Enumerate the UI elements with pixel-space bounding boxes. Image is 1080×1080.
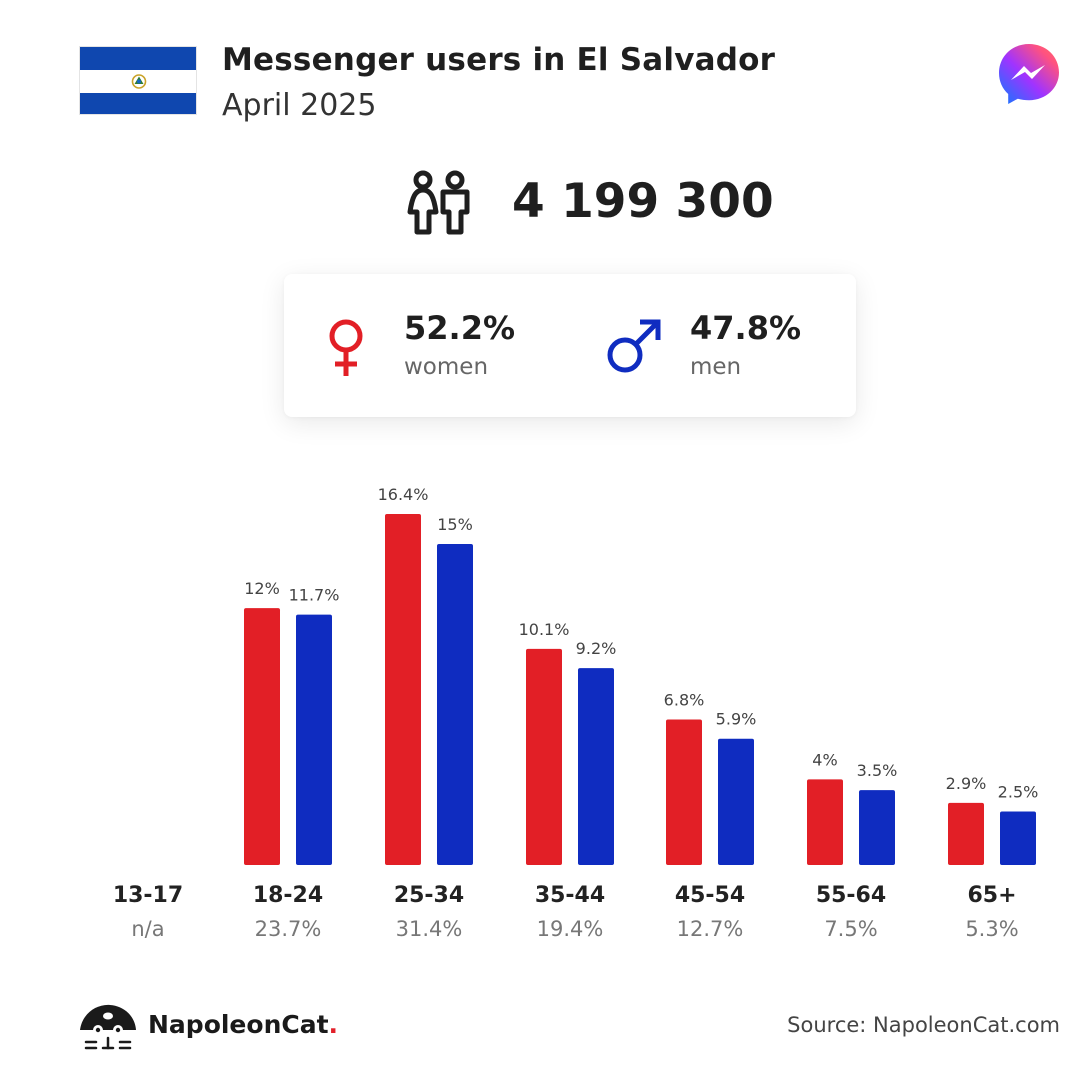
napoleoncat-logo-icon xyxy=(78,1000,138,1052)
bar-women-18-24 xyxy=(244,608,280,865)
bar-men-25-34 xyxy=(437,543,473,865)
el-salvador-flag xyxy=(79,46,197,115)
age-group-share: 23.7% xyxy=(254,917,322,941)
total-users-row: 4 199 300 xyxy=(0,168,1080,238)
data-label-women-45-54: 6.8% xyxy=(664,690,705,709)
age-group-share: n/a xyxy=(131,917,165,941)
data-label-men-18-24: 11.7% xyxy=(289,586,340,605)
age-group-share: 19.4% xyxy=(536,917,604,941)
bar-men-18-24 xyxy=(296,614,332,865)
age-group-share: 31.4% xyxy=(395,917,463,941)
bar-men-55-64 xyxy=(859,790,895,865)
men-percent: 47.8% xyxy=(690,309,802,347)
page-subtitle: April 2025 xyxy=(222,88,377,123)
bar-men-65+ xyxy=(1000,811,1036,865)
age-group-share: 5.3% xyxy=(965,917,1019,941)
data-label-women-35-44: 10.1% xyxy=(519,620,570,639)
total-users-value: 4 199 300 xyxy=(512,174,774,229)
age-group-label: 65+ xyxy=(967,883,1017,908)
bar-women-55-64 xyxy=(807,779,843,865)
brand-name: NapoleonCat. xyxy=(148,1010,338,1039)
age-group-label: 13-17 xyxy=(112,883,184,908)
brand-dot: . xyxy=(328,1010,339,1039)
data-label-men-45-54: 5.9% xyxy=(716,710,757,729)
age-group-label: 25-34 xyxy=(393,883,465,908)
age-group-label: 18-24 xyxy=(252,883,324,908)
women-label: women xyxy=(404,354,489,380)
page-title: Messenger users in El Salvador xyxy=(222,42,776,78)
bar-men-35-44 xyxy=(578,668,614,865)
source-text: Source: NapoleonCat.com xyxy=(787,1013,1060,1037)
data-label-men-25-34: 15% xyxy=(437,515,473,534)
brand-name-text: NapoleonCat xyxy=(148,1010,329,1039)
age-group-share: 7.5% xyxy=(824,917,878,941)
bar-women-45-54 xyxy=(666,719,702,865)
data-label-men-65+: 2.5% xyxy=(998,782,1039,801)
female-symbol-icon xyxy=(326,318,366,382)
gender-split-card: 52.2% women 47.8% men xyxy=(284,274,856,417)
chart-svg: 12% 11.7% 16.4% 15% 10.1% 9.2% 6.8% 5.9% 4% 3.5% 2… xyxy=(244,485,1039,865)
data-label-women-55-64: 4% xyxy=(812,750,837,769)
age-gender-bar-chart: 12% 11.7% 16.4% 15% 10.1% 9.2% 6.8% 5.9% 4% 3.5% 2… xyxy=(0,440,1080,960)
age-group-label: 45-54 xyxy=(674,883,746,908)
data-label-women-65+: 2.9% xyxy=(946,774,987,793)
age-group-share: 12.7% xyxy=(676,917,744,941)
bar-men-45-54 xyxy=(718,738,754,865)
bar-women-25-34 xyxy=(385,514,421,865)
data-label-men-35-44: 9.2% xyxy=(576,639,617,658)
messenger-icon xyxy=(997,42,1061,106)
age-group-label: 55-64 xyxy=(815,883,887,908)
data-label-men-55-64: 3.5% xyxy=(857,761,898,780)
bar-women-65+ xyxy=(948,802,984,865)
women-percent: 52.2% xyxy=(404,309,516,347)
male-symbol-icon xyxy=(606,318,664,378)
data-label-women-25-34: 16.4% xyxy=(378,485,429,504)
data-label-women-18-24: 12% xyxy=(244,579,280,598)
bar-women-35-44 xyxy=(526,648,562,865)
age-group-label: 35-44 xyxy=(534,883,606,908)
men-label: men xyxy=(690,354,742,380)
people-icon xyxy=(403,168,475,238)
